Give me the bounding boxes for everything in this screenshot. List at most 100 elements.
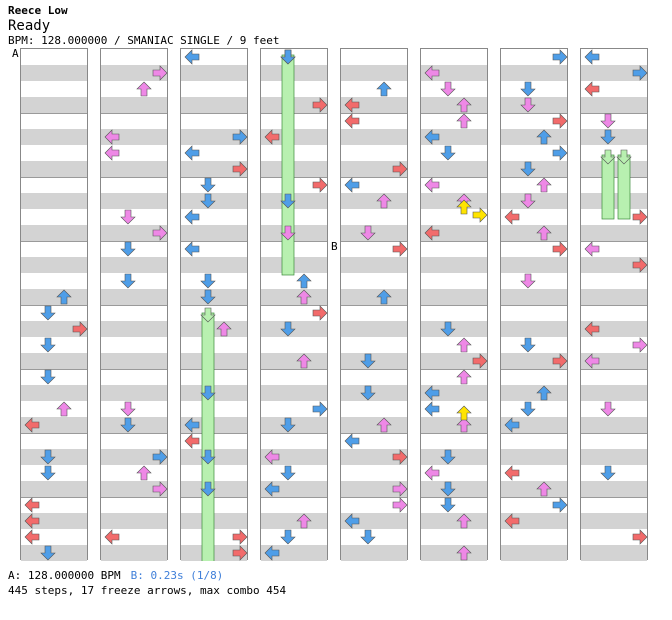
beat-band bbox=[421, 225, 487, 241]
down-arrow-icon bbox=[40, 545, 56, 561]
beat-band bbox=[501, 129, 567, 145]
down-arrow-icon bbox=[200, 289, 216, 305]
down-arrow-icon bbox=[40, 337, 56, 353]
measure-line bbox=[421, 305, 487, 306]
up-arrow-icon bbox=[456, 113, 472, 129]
beat-band bbox=[581, 289, 647, 305]
measure-line bbox=[501, 433, 567, 434]
up-arrow-icon bbox=[376, 417, 392, 433]
left-arrow-icon bbox=[24, 513, 40, 529]
beat-band bbox=[101, 545, 167, 561]
left-arrow-icon bbox=[584, 49, 600, 65]
measure-line bbox=[421, 177, 487, 178]
beat-band bbox=[501, 289, 567, 305]
beat-band bbox=[21, 225, 87, 241]
right-arrow-icon bbox=[232, 129, 248, 145]
up-arrow-icon bbox=[456, 545, 472, 561]
beat-band bbox=[21, 385, 87, 401]
beat-band bbox=[181, 65, 247, 81]
measure-line bbox=[181, 241, 247, 242]
measure-line bbox=[501, 177, 567, 178]
beat-band bbox=[581, 481, 647, 497]
beat-band bbox=[341, 65, 407, 81]
measure-line bbox=[581, 497, 647, 498]
left-arrow-icon bbox=[344, 177, 360, 193]
beat-band bbox=[581, 545, 647, 561]
right-arrow-icon bbox=[392, 241, 408, 257]
beat-band bbox=[581, 449, 647, 465]
left-arrow-icon bbox=[344, 433, 360, 449]
beat-band bbox=[581, 353, 647, 369]
beat-band bbox=[21, 417, 87, 433]
left-arrow-icon bbox=[184, 145, 200, 161]
measure-line bbox=[101, 241, 167, 242]
right-arrow-icon bbox=[472, 207, 488, 223]
beat-band bbox=[421, 97, 487, 113]
right-arrow-icon bbox=[552, 353, 568, 369]
up-arrow-icon bbox=[296, 353, 312, 369]
chart-column bbox=[420, 48, 488, 561]
beat-band bbox=[261, 353, 327, 369]
down-arrow-icon bbox=[200, 449, 216, 465]
down-arrow-icon bbox=[40, 369, 56, 385]
chart-info: BPM: 128.000000 / SMANIAC SINGLE / 9 fee… bbox=[8, 34, 280, 47]
measure-line bbox=[581, 305, 647, 306]
beat-band bbox=[421, 257, 487, 273]
beat-band bbox=[341, 257, 407, 273]
down-arrow-icon bbox=[280, 417, 296, 433]
song-artist: Reece Low bbox=[8, 4, 68, 17]
up-arrow-icon bbox=[456, 199, 472, 215]
measure-line bbox=[21, 241, 87, 242]
beat-band bbox=[421, 353, 487, 369]
beat-band bbox=[421, 545, 487, 561]
left-arrow-icon bbox=[344, 97, 360, 113]
down-arrow-icon bbox=[280, 49, 296, 65]
chart-column bbox=[500, 48, 568, 561]
measure-line bbox=[101, 113, 167, 114]
up-arrow-icon bbox=[216, 321, 232, 337]
down-arrow-icon bbox=[200, 177, 216, 193]
up-arrow-icon bbox=[136, 81, 152, 97]
freeze-trail bbox=[281, 54, 295, 276]
measure-line bbox=[501, 113, 567, 114]
measure-line bbox=[101, 369, 167, 370]
chart-column bbox=[20, 48, 88, 561]
measure-line bbox=[101, 305, 167, 306]
beat-band bbox=[581, 417, 647, 433]
down-arrow-icon bbox=[600, 113, 616, 129]
beat-band bbox=[421, 65, 487, 81]
beat-band bbox=[261, 449, 327, 465]
beat-band bbox=[101, 289, 167, 305]
chart-column bbox=[580, 48, 648, 561]
down-arrow-icon bbox=[360, 225, 376, 241]
down-arrow-icon bbox=[360, 385, 376, 401]
left-arrow-icon bbox=[24, 497, 40, 513]
beat-band bbox=[581, 513, 647, 529]
right-arrow-icon bbox=[152, 481, 168, 497]
left-arrow-icon bbox=[584, 353, 600, 369]
down-arrow-icon bbox=[40, 305, 56, 321]
beat-band bbox=[421, 513, 487, 529]
left-arrow-icon bbox=[184, 241, 200, 257]
beat-band bbox=[421, 161, 487, 177]
beat-band bbox=[101, 161, 167, 177]
right-arrow-icon bbox=[392, 449, 408, 465]
marker-b: B bbox=[331, 240, 338, 253]
up-arrow-icon bbox=[56, 289, 72, 305]
up-arrow-icon bbox=[456, 513, 472, 529]
left-arrow-icon bbox=[184, 209, 200, 225]
up-arrow-icon bbox=[376, 193, 392, 209]
down-arrow-icon bbox=[440, 145, 456, 161]
measure-line bbox=[21, 113, 87, 114]
song-title: Ready bbox=[8, 18, 51, 34]
left-arrow-icon bbox=[504, 209, 520, 225]
beat-band bbox=[101, 257, 167, 273]
beat-band bbox=[101, 449, 167, 465]
step-arrows bbox=[104, 65, 168, 545]
beat-band bbox=[261, 289, 327, 305]
measure-line bbox=[421, 113, 487, 114]
down-arrow-icon bbox=[280, 465, 296, 481]
measure-line bbox=[341, 497, 407, 498]
down-arrow-icon bbox=[440, 449, 456, 465]
freeze-trail bbox=[617, 154, 631, 220]
